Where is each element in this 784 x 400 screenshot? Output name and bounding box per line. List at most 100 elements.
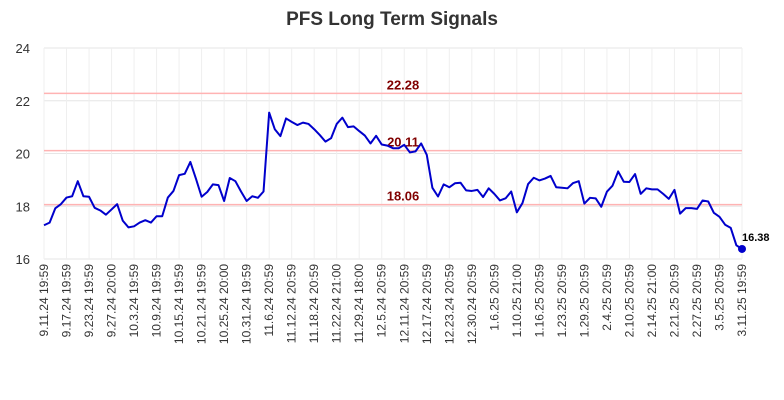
- data-point: [555, 186, 557, 188]
- y-tick-label: 16: [16, 252, 30, 267]
- y-tick-label: 20: [16, 147, 30, 162]
- y-tick-label: 22: [16, 94, 30, 109]
- data-point: [257, 197, 259, 199]
- x-tick-label: 11.22.24 21:00: [330, 264, 344, 344]
- data-point: [364, 135, 366, 137]
- x-tick-label: 2.27.25 20:59: [690, 264, 704, 338]
- data-point: [719, 216, 721, 218]
- data-point: [297, 124, 299, 126]
- x-tick-label: 2.4.25 20:59: [600, 264, 614, 331]
- x-tick-label: 3.5.25 20:59: [712, 264, 726, 331]
- x-tick-label: 12.11.24 20:59: [397, 264, 411, 344]
- data-point: [251, 195, 253, 197]
- data-point: [437, 196, 439, 198]
- data-point: [420, 143, 422, 145]
- data-point: [173, 190, 175, 192]
- data-point: [403, 144, 405, 146]
- data-point: [640, 193, 642, 195]
- data-point: [691, 207, 693, 209]
- data-point: [539, 180, 541, 182]
- x-tick-label: 12.23.24 20:59: [442, 264, 456, 344]
- x-tick-label: 11.6.24 20:59: [262, 264, 276, 337]
- x-tick-label: 11.18.24 20:59: [307, 264, 321, 344]
- data-point: [533, 177, 535, 179]
- data-point: [713, 212, 715, 214]
- data-point: [128, 227, 130, 229]
- data-point: [482, 196, 484, 198]
- x-tick-label: 3.11.25 19:59: [735, 264, 749, 337]
- x-tick-label: 1.29.25 20:59: [577, 264, 591, 338]
- data-point: [696, 208, 698, 210]
- data-point: [105, 214, 107, 216]
- data-point: [375, 135, 377, 137]
- x-tick-label: 1.23.25 20:59: [555, 264, 569, 338]
- data-point: [510, 191, 512, 193]
- data-point: [600, 206, 602, 208]
- data-point: [83, 195, 85, 197]
- data-point: [443, 184, 445, 186]
- chart-title: PFS Long Term Signals: [286, 9, 498, 30]
- data-point: [550, 175, 552, 177]
- data-point: [246, 200, 248, 202]
- data-point: [567, 188, 569, 190]
- data-point: [465, 190, 467, 192]
- reference-line-label: 18.06: [387, 189, 420, 204]
- data-point: [274, 128, 276, 130]
- x-tick-label: 11.29.24 18:00: [352, 264, 366, 344]
- x-tick-label: 10.3.24 19:59: [127, 264, 141, 338]
- data-point: [201, 196, 203, 198]
- data-point: [263, 191, 265, 193]
- data-point: [133, 225, 135, 227]
- data-point: [342, 117, 344, 119]
- x-tick-label: 12.5.24 20:59: [375, 264, 389, 338]
- data-point: [572, 182, 574, 184]
- data-point: [702, 200, 704, 202]
- x-tick-label: 2.21.25 20:59: [667, 264, 681, 338]
- data-point: [94, 207, 96, 209]
- data-point: [662, 193, 664, 195]
- data-point: [54, 208, 56, 210]
- x-tick-label: 10.9.24 19:59: [150, 264, 164, 338]
- data-point: [302, 122, 304, 124]
- x-tick-label: 11.12.24 20:59: [285, 264, 299, 344]
- data-point: [392, 147, 394, 149]
- data-point: [724, 224, 726, 226]
- data-point: [291, 121, 293, 123]
- reference-line-label: 22.28: [387, 77, 420, 92]
- data-point: [707, 201, 709, 203]
- x-tick-label: 9.23.24 19:59: [82, 264, 96, 338]
- data-point: [218, 184, 220, 186]
- data-point: [629, 181, 631, 183]
- data-point: [589, 197, 591, 199]
- data-point: [606, 191, 608, 193]
- x-axis-ticks: 9.11.24 19:59 9.17.24 19:59 9.23.24 19:59 9…: [37, 264, 749, 344]
- reference-line-label: 20.11: [387, 135, 419, 150]
- data-point: [674, 189, 676, 191]
- y-tick-label: 24: [16, 41, 30, 56]
- data-point: [195, 178, 197, 180]
- data-point: [736, 244, 738, 246]
- data-point: [325, 141, 327, 143]
- data-point: [646, 188, 648, 190]
- data-point: [353, 126, 355, 128]
- data-point: [229, 177, 231, 179]
- data-point: [88, 196, 90, 198]
- x-tick-label: 10.31.24 19:59: [240, 264, 254, 344]
- data-point: [330, 137, 332, 139]
- data-point: [190, 161, 192, 163]
- data-point: [122, 220, 124, 222]
- x-tick-label: 10.21.24 19:59: [195, 264, 209, 344]
- data-point: [280, 135, 282, 137]
- data-point: [370, 143, 372, 145]
- data-point: [156, 215, 158, 217]
- data-point: [516, 212, 518, 214]
- data-point: [471, 190, 473, 192]
- data-point: [313, 128, 315, 130]
- data-point: [336, 123, 338, 125]
- data-point: [43, 224, 45, 226]
- data-point: [99, 210, 101, 212]
- data-point: [398, 147, 400, 149]
- x-tick-label: 1.16.25 20:59: [532, 264, 546, 338]
- data-point: [223, 200, 225, 202]
